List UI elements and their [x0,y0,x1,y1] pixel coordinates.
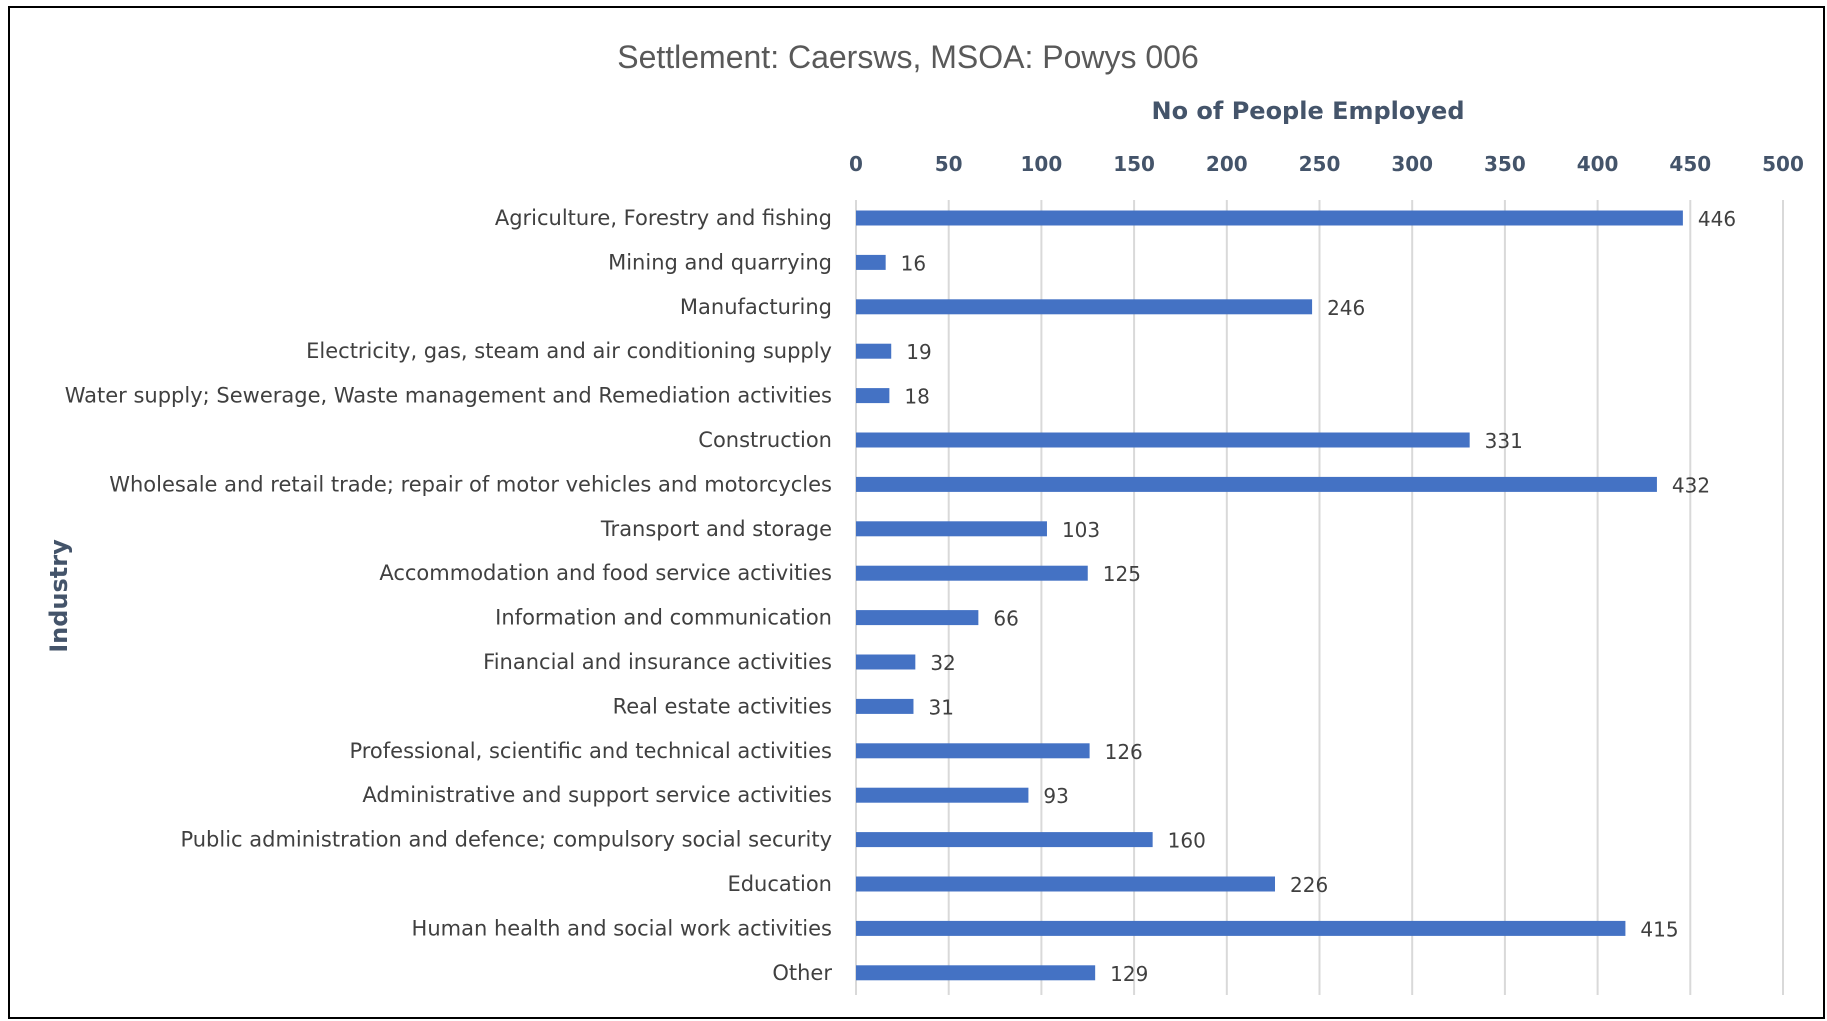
category-label: Education [727,872,832,896]
data-label: 66 [993,607,1018,631]
y-axis-title: Industry [45,539,73,653]
data-label: 31 [928,695,953,719]
bar [856,521,1047,537]
bar [856,876,1276,892]
x-tick-label: 200 [1206,152,1248,176]
x-axis-ticks: 0 50 100 150 200 250 300 350 400 450 500 [849,152,1804,176]
data-label: 126 [1105,740,1143,764]
bars [856,210,1683,981]
category-label: Wholesale and retail trade; repair of mo… [109,472,832,496]
category-label: Public administration and defence; compu… [180,828,832,852]
category-label: Human health and social work activities [412,916,832,940]
data-label: 446 [1698,207,1736,231]
bar [856,743,1090,759]
category-label: Administrative and support service activ… [362,783,832,807]
data-label: 415 [1640,917,1678,941]
x-tick-label: 400 [1577,152,1619,176]
category-label: Real estate activities [613,694,832,718]
bar [856,698,914,714]
bar [856,432,1470,448]
data-label: 226 [1290,873,1328,897]
category-label: Other [772,961,832,985]
bar [856,787,1029,803]
category-label: Financial and insurance activities [483,650,832,674]
gridlines [855,200,1784,995]
x-tick-label: 0 [849,152,863,176]
x-tick-label: 50 [935,152,963,176]
category-label: Information and communication [495,606,832,630]
bar [856,388,890,404]
category-label: Manufacturing [680,295,832,319]
bar [856,210,1683,226]
x-tick-label: 250 [1299,152,1341,176]
bar [856,299,1313,315]
x-tick-label: 150 [1113,152,1155,176]
x-tick-label: 500 [1762,152,1804,176]
data-label: 160 [1168,829,1206,853]
chart-title: Settlement: Caersws, MSOA: Powys 006 [617,39,1199,75]
chart-frame [8,6,1825,1019]
category-label: Mining and quarrying [608,250,832,274]
bar [856,920,1626,936]
data-label: 432 [1672,473,1710,497]
x-tick-label: 100 [1021,152,1063,176]
bar [856,832,1153,848]
bar [856,654,916,670]
category-label: Agriculture, Forestry and fishing [495,206,832,230]
data-label: 18 [904,385,929,409]
x-tick-label: 300 [1391,152,1433,176]
category-label: Professional, scientific and technical a… [349,739,832,763]
data-label: 129 [1110,962,1148,986]
bar [856,965,1096,981]
x-tick-label: 450 [1669,152,1711,176]
category-label: Transport and storage [600,517,832,541]
category-label: Construction [698,428,832,452]
category-label: Water supply; Sewerage, Waste management… [65,384,832,408]
data-label: 125 [1103,562,1141,586]
data-label: 16 [901,251,926,275]
bar [856,254,886,270]
bar [856,343,892,359]
data-label: 19 [906,340,931,364]
category-labels: Agriculture, Forestry and fishing Mining … [65,206,833,985]
data-label: 246 [1327,296,1365,320]
data-label: 331 [1485,429,1523,453]
category-label: Accommodation and food service activitie… [379,561,832,585]
bar [856,476,1657,492]
data-label: 93 [1043,784,1068,808]
category-label: Electricity, gas, steam and air conditio… [306,339,832,363]
data-label: 103 [1062,518,1100,542]
bar [856,610,979,626]
bar [856,565,1088,581]
x-tick-label: 350 [1484,152,1526,176]
data-label: 32 [930,651,955,675]
x-axis-title: No of People Employed [1151,97,1464,125]
